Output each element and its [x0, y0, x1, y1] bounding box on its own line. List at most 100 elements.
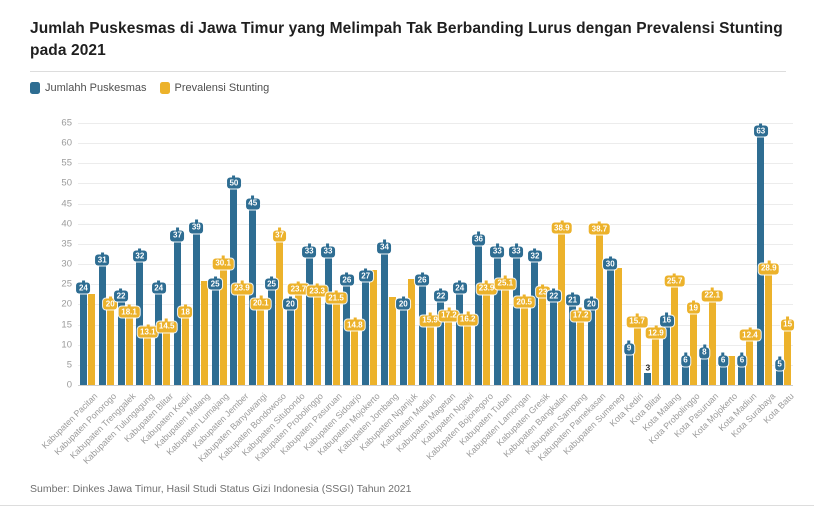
value-label-jumlahh-38: 5	[774, 356, 785, 371]
value-label-jumlahh-30: 9	[624, 340, 634, 355]
y-axis-tick-65: 65	[61, 117, 72, 129]
value-label-prevalensi-11: 37	[272, 227, 287, 242]
value-label-jumlahh-1: 24	[76, 280, 91, 294]
puskesmas-bar-30	[625, 348, 633, 385]
value-label-prevalensi-20: 17.2	[438, 307, 460, 322]
value-label-jumlahh-11: 25	[264, 276, 279, 290]
value-label-jumlahh-31: 3	[645, 362, 651, 373]
legend-swatch-puskesmas	[30, 82, 40, 94]
stunting-bar-23	[501, 283, 509, 385]
value-label-prevalensi-2: 20	[103, 296, 118, 310]
puskesmas-bar-17	[380, 247, 388, 385]
gridline-25	[78, 284, 793, 286]
y-axis-tick-30: 30	[61, 258, 72, 270]
value-label-jumlahh-23: 33	[490, 243, 505, 258]
puskesmas-bar-10	[249, 203, 257, 385]
value-label-prevalensi-22: 23.9	[476, 280, 497, 295]
legend-item-puskesmas: Jumlahh Puskesmas	[30, 82, 147, 94]
stunting-bar-35	[727, 355, 735, 385]
value-label-prevalensi-24: 20.5	[513, 294, 535, 308]
stunting-bar-10	[257, 303, 265, 385]
stunting-bar-29	[614, 268, 622, 385]
stunting-bar-31	[652, 333, 660, 385]
value-label-jumlahh-28: 20	[584, 296, 599, 310]
y-axis-tick-15: 15	[61, 319, 72, 331]
gridline-5	[78, 364, 793, 366]
legend-label-stunting: Prevalensi Stunting	[174, 82, 270, 94]
value-label-jumlahh-37: 63	[753, 123, 768, 137]
stunting-bar-21	[464, 319, 472, 385]
stunting-bar-19	[426, 320, 434, 385]
stunting-bar-8	[219, 263, 227, 385]
footer-divider	[0, 505, 814, 506]
puskesmas-bar-26	[550, 296, 558, 385]
puskesmas-bar-34	[700, 352, 708, 385]
stunting-bar-30	[633, 321, 641, 385]
gridline-35	[78, 243, 793, 245]
stunting-bar-15	[351, 325, 359, 385]
puskesmas-bar-8	[211, 284, 219, 385]
value-label-jumlahh-13: 33	[302, 243, 317, 258]
stunting-bar-3	[125, 312, 133, 385]
legend-swatch-stunting	[159, 82, 170, 94]
gridline-10	[78, 344, 793, 346]
puskesmas-bar-22	[475, 239, 483, 385]
puskesmas-bar-14	[324, 251, 332, 385]
y-axis-tick-10: 10	[61, 339, 72, 351]
value-label-prevalensi-38: 15	[780, 316, 795, 331]
puskesmas-bar-12	[286, 304, 294, 385]
stunting-bar-38	[784, 324, 792, 385]
gridline-20	[78, 304, 793, 306]
stunting-bar-7	[200, 281, 208, 385]
value-label-prevalensi-23: 25.1	[495, 275, 516, 290]
gridline-50	[78, 183, 793, 185]
value-label-prevalensi-32: 25.7	[664, 273, 685, 287]
stunting-bar-22	[483, 288, 491, 385]
puskesmas-bar-6	[173, 235, 181, 385]
stunting-bar-24	[520, 302, 528, 385]
stunting-bar-36	[746, 335, 754, 385]
value-label-prevalensi-12: 23.7	[288, 281, 309, 295]
value-label-jumlahh-19: 26	[415, 272, 430, 286]
stunting-bar-4	[144, 332, 152, 385]
stunting-bar-27	[577, 315, 585, 385]
puskesmas-bar-11	[268, 284, 276, 385]
y-axis-tick-40: 40	[61, 218, 72, 230]
value-label-prevalensi-10: 20.1	[250, 295, 272, 310]
puskesmas-bar-20	[437, 296, 445, 385]
value-label-jumlahh-15: 26	[339, 272, 354, 286]
value-label-prevalensi-5: 14.5	[156, 318, 177, 333]
puskesmas-bar-24	[512, 251, 520, 385]
value-label-prevalensi-31: 12.9	[645, 325, 667, 339]
puskesmas-bar-35	[719, 360, 727, 385]
value-label-jumlahh-29: 30	[603, 256, 618, 270]
value-label-jumlahh-4: 32	[132, 248, 147, 262]
value-label-prevalensi-25: 23	[536, 284, 550, 298]
value-label-prevalensi-3: 18.1	[118, 304, 140, 318]
value-label-jumlahh-27: 21	[565, 292, 580, 306]
value-label-jumlahh-32: 16	[659, 312, 674, 326]
puskesmas-bar-1	[79, 288, 87, 385]
y-axis-tick-55: 55	[61, 157, 72, 169]
stunting-bar-34	[708, 295, 716, 385]
gridline-40	[78, 223, 793, 225]
puskesmas-bar-21	[456, 288, 464, 385]
puskesmas-bar-19	[418, 280, 426, 385]
stunting-bar-18	[407, 279, 415, 385]
value-label-prevalensi-21: 16.2	[457, 311, 479, 326]
stunting-bar-37	[765, 268, 773, 385]
y-axis-tick-60: 60	[61, 137, 72, 149]
gridline-60	[78, 143, 793, 145]
y-axis-tick-5: 5	[66, 359, 72, 371]
y-axis-tick-0: 0	[66, 379, 72, 391]
puskesmas-bar-18	[399, 304, 407, 385]
gridline-30	[78, 264, 793, 266]
value-label-jumlahh-5: 24	[151, 280, 166, 294]
puskesmas-bar-28	[587, 304, 595, 385]
value-label-prevalensi-4: 13.1	[137, 324, 159, 338]
value-label-prevalensi-15: 14.8	[344, 317, 366, 331]
value-label-prevalensi-9: 23.9	[231, 280, 253, 295]
source-note: Sumber: Dinkes Jawa Timur, Hasil Studi S…	[30, 483, 412, 495]
value-label-prevalensi-33: 19	[686, 300, 701, 314]
